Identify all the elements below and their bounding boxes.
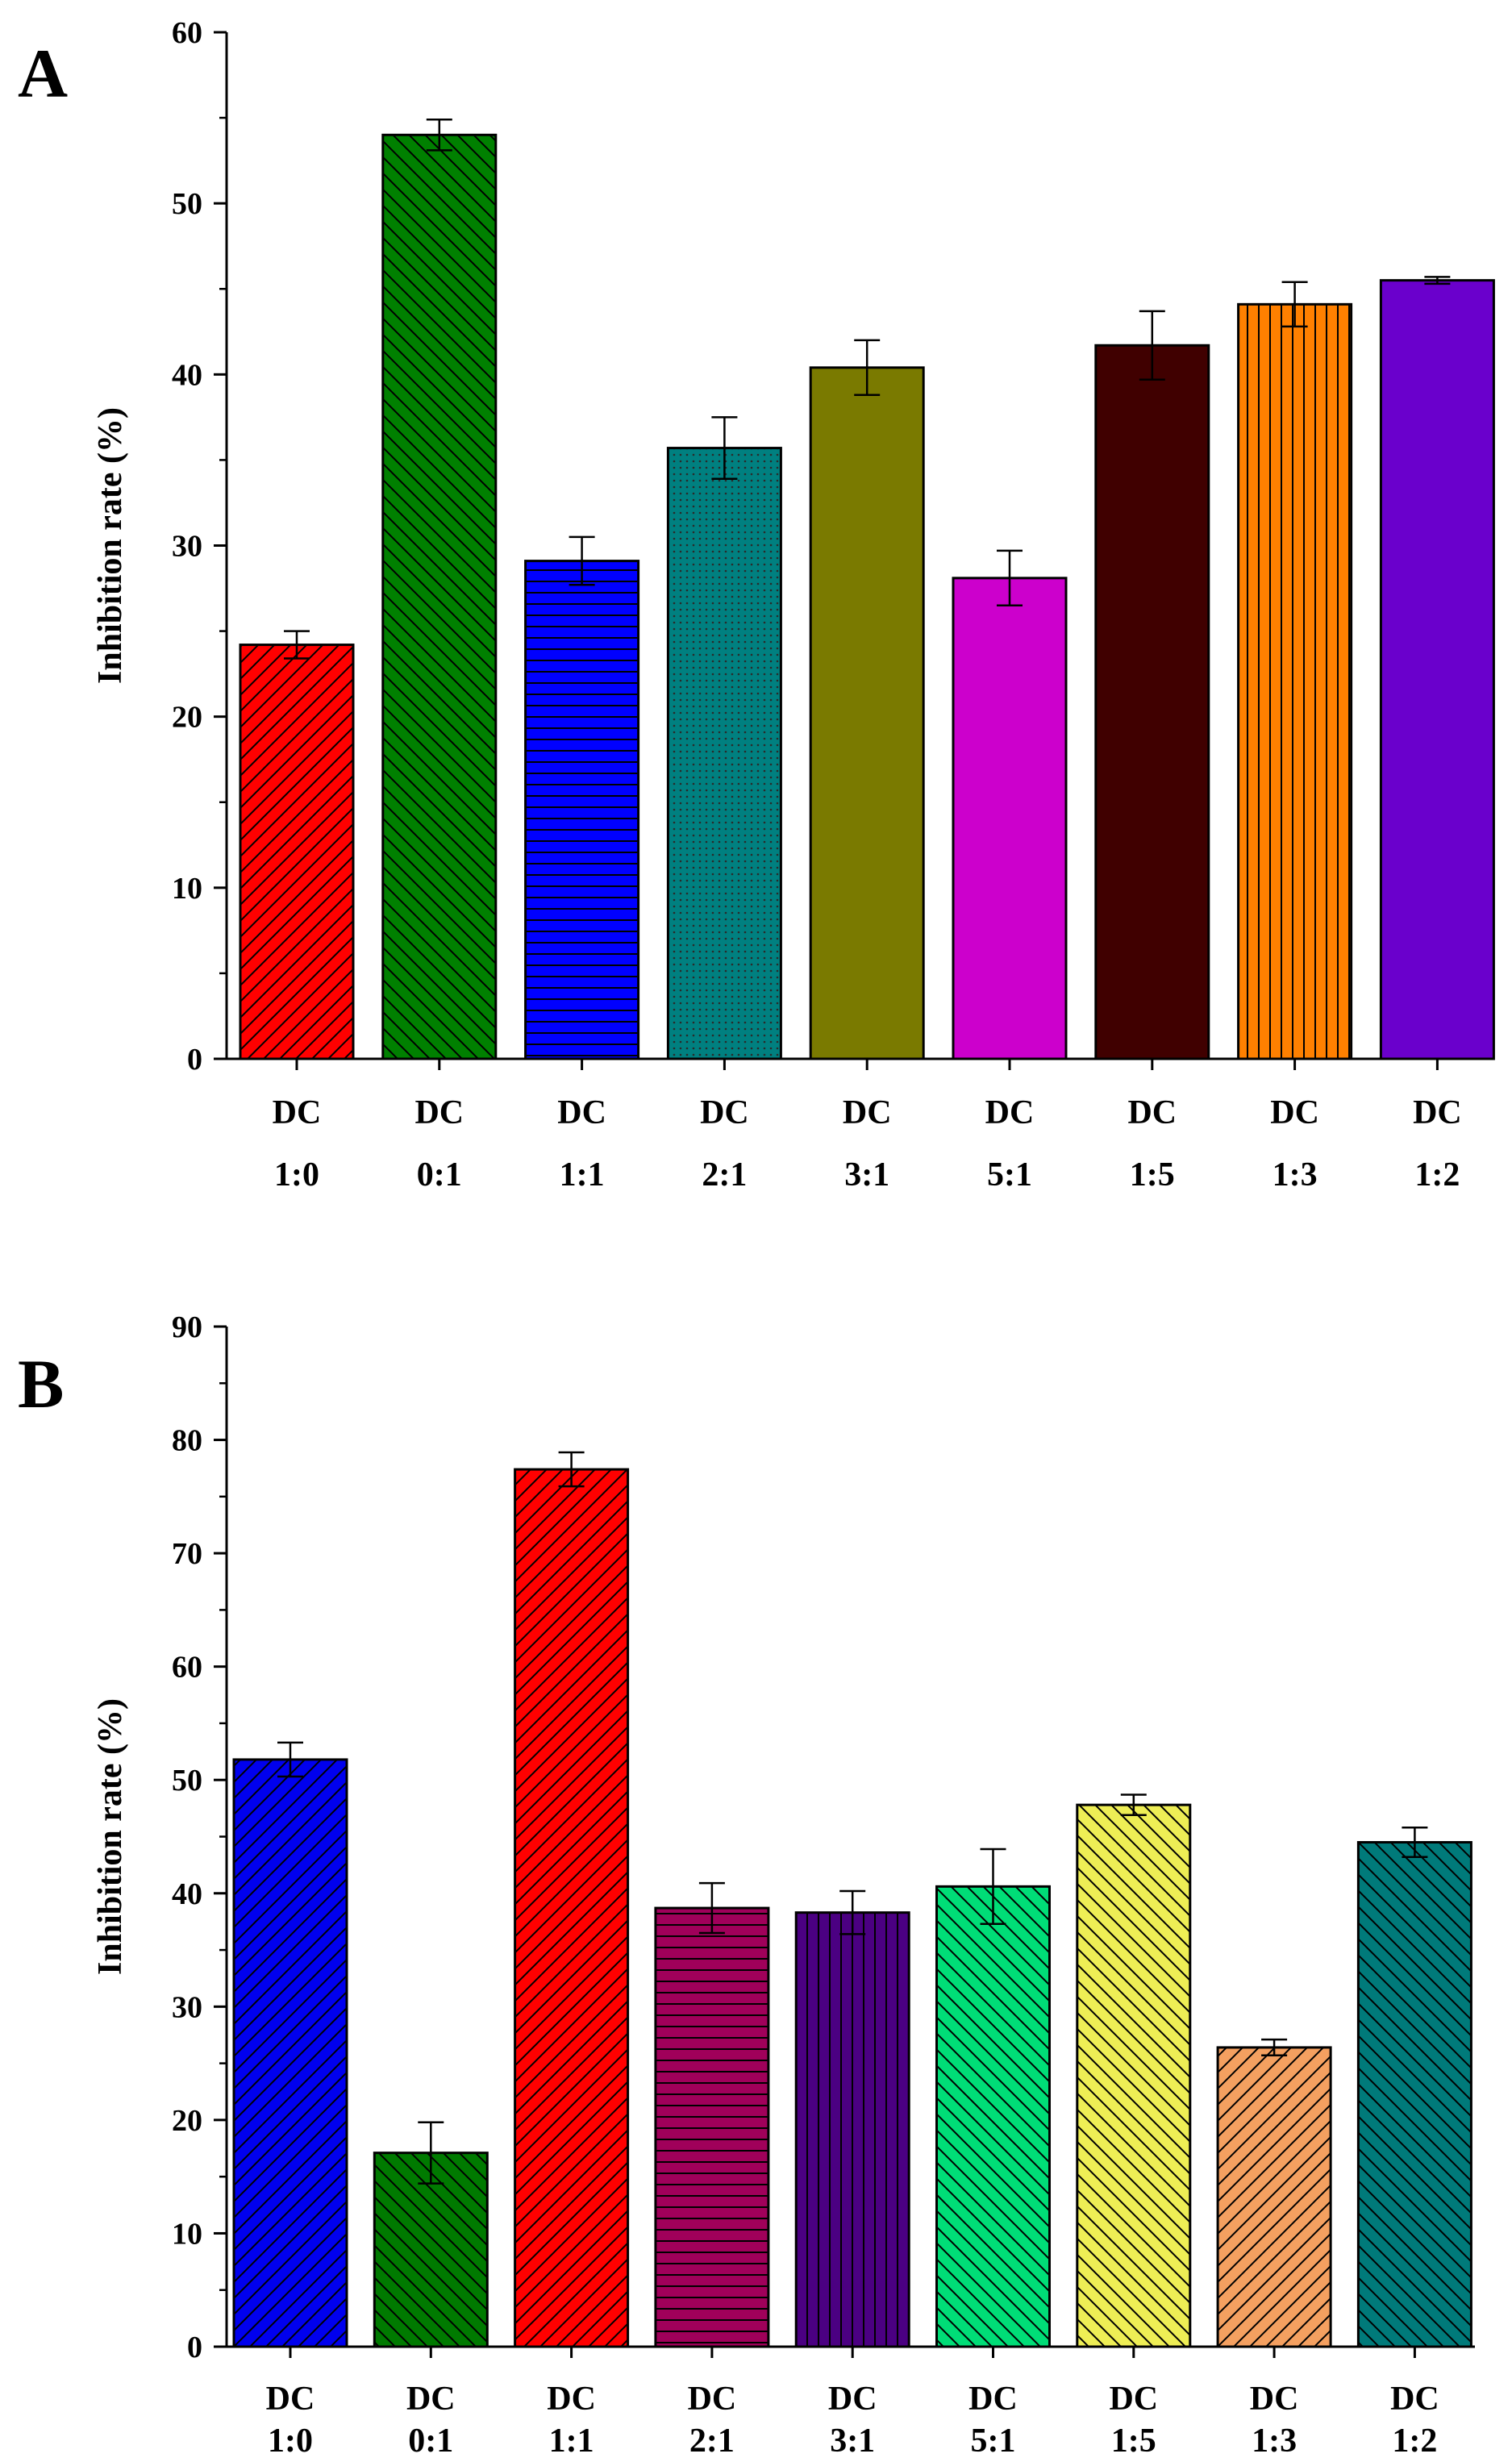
category-label-bottom: 3:1	[830, 2422, 875, 2460]
category-label-top: DC	[547, 2381, 596, 2418]
category-label-bottom: 1:1	[549, 2422, 594, 2460]
error-bar	[698, 1881, 725, 1935]
category-label-top: DC	[266, 2381, 315, 2418]
error-bar	[1424, 276, 1451, 285]
panel-letter-a: A	[18, 35, 68, 112]
y-tick-label: 0	[187, 1043, 202, 1077]
category-label-bottom: 5:1	[971, 2422, 1016, 2460]
y-tick-label: 50	[172, 187, 202, 221]
y-tick-label: 90	[172, 1310, 202, 1344]
y-tick-label: 50	[172, 1764, 202, 1798]
error-bar	[1402, 1827, 1428, 1859]
bar-2-1	[666, 447, 782, 1060]
category-label-bottom: 2:1	[702, 1156, 747, 1194]
error-bar	[426, 118, 452, 152]
bar-5-1	[935, 1885, 1051, 2348]
y-tick-label: 40	[172, 1877, 202, 1911]
error-bar	[558, 1451, 585, 1488]
category-label-top: DC	[843, 1094, 892, 1131]
category-label-top: DC	[968, 2381, 1018, 2418]
category-label-bottom: 2:1	[689, 2422, 735, 2460]
category-label-top: DC	[1127, 1094, 1177, 1131]
bar-3-1	[809, 366, 925, 1060]
y-tick-label: 60	[172, 16, 202, 50]
y-tick-label: 10	[172, 872, 202, 906]
error-bar	[839, 1889, 866, 1935]
category-label-top: DC	[406, 2381, 456, 2418]
error-bar	[277, 1741, 303, 1778]
y-tick-label: 80	[172, 1424, 202, 1458]
error-bar	[854, 339, 881, 397]
category-label-top: DC	[1250, 2381, 1299, 2418]
error-bar	[711, 416, 738, 481]
error-bar	[1281, 281, 1308, 328]
category-label-top: DC	[700, 1094, 749, 1131]
category-label-top: DC	[557, 1094, 606, 1131]
y-tick-label: 40	[172, 358, 202, 392]
y-tick-label: 0	[187, 2331, 202, 2364]
category-label-bottom: 1:0	[274, 1156, 319, 1194]
y-tick-label: 30	[172, 530, 202, 564]
category-label-top: DC	[1270, 1094, 1319, 1131]
category-label-bottom: 3:1	[844, 1156, 889, 1194]
category-label-bottom: 1:3	[1252, 2422, 1297, 2460]
bar-1-3	[1237, 302, 1353, 1060]
error-bar	[284, 630, 310, 660]
error-bar	[1139, 310, 1165, 381]
bar-0-1	[373, 2152, 489, 2348]
y-tick-label: 20	[172, 2104, 202, 2138]
category-label-top: DC	[273, 1094, 322, 1131]
panel-b: B DC 1:0 DC 0:1 DC 1:1 DC 2:1 DC 3:1 DC 5:1 DC 1:5 DC 1:…	[18, 1310, 1475, 2460]
bar-1-1	[524, 560, 640, 1060]
category-label-top: DC	[1109, 2381, 1158, 2418]
category-label-bottom: 1:5	[1111, 2422, 1156, 2460]
category-label-bottom: 1:3	[1272, 1156, 1318, 1194]
category-label-bottom: 1:5	[1130, 1156, 1175, 1194]
category-label-top: DC	[985, 1094, 1035, 1131]
error-bar	[1120, 1793, 1147, 1817]
bar-1-0	[232, 1758, 348, 2348]
bar-1-2	[1379, 279, 1495, 1060]
bar-0-1	[381, 133, 498, 1060]
category-label-bottom: 1:0	[268, 2422, 313, 2460]
error-bar	[569, 535, 595, 586]
category-label-bottom: 1:1	[560, 1156, 605, 1194]
category-label-top: DC	[414, 1094, 464, 1131]
y-tick-label: 30	[172, 1990, 202, 2024]
category-label-top: DC	[1390, 2381, 1439, 2418]
category-label-bottom: 1:2	[1414, 1156, 1460, 1194]
panel-a: A DC 1:0 DC 0:1 DC 1:1 DC 2:1 DC 3:1 DC 5:1 DC 1:5 DC 1:…	[18, 16, 1495, 1194]
bar-1-1	[514, 1468, 630, 2348]
y-axis-title: Inhibition rate (%)	[92, 1698, 129, 1975]
y-tick-label: 10	[172, 2217, 202, 2251]
category-label-bottom: 1:2	[1392, 2422, 1437, 2460]
bar-1-5	[1094, 344, 1210, 1060]
y-tick-label: 70	[172, 1537, 202, 1571]
error-bar	[980, 1848, 1006, 1925]
error-bar	[418, 2121, 444, 2185]
y-tick-label: 60	[172, 1651, 202, 1685]
error-bar	[997, 549, 1023, 607]
y-axis-title: Inhibition rate (%)	[92, 407, 129, 684]
category-label-top: DC	[828, 2381, 877, 2418]
bar-2-1	[654, 1906, 770, 2348]
category-label-bottom: 5:1	[987, 1156, 1032, 1194]
bar-5-1	[952, 577, 1068, 1060]
bar-1-2	[1356, 1841, 1472, 2348]
panel-letter-b: B	[18, 1345, 64, 1423]
error-bar	[1261, 2038, 1288, 2057]
category-label-top: DC	[1413, 1094, 1462, 1131]
y-tick-label: 20	[172, 701, 202, 735]
bar-1-3	[1216, 2046, 1332, 2348]
category-label-bottom: 0:1	[408, 2422, 453, 2460]
bar-3-1	[794, 1911, 910, 2348]
category-label-bottom: 0:1	[417, 1156, 462, 1194]
bar-1-0	[239, 644, 355, 1060]
bar-1-5	[1076, 1803, 1192, 2348]
category-label-top: DC	[688, 2381, 737, 2418]
